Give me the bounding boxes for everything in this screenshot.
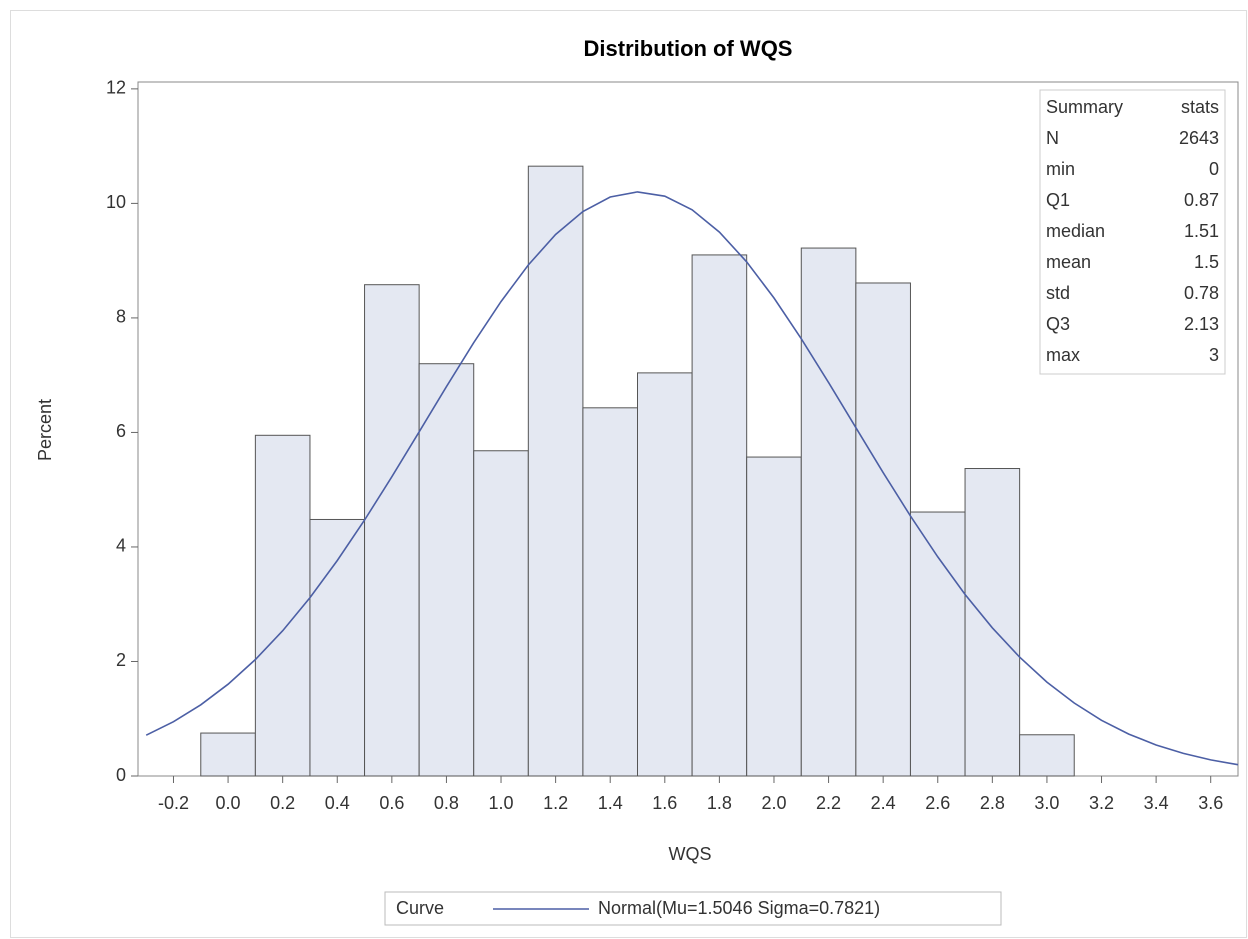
y-tick-label: 8: [116, 307, 126, 327]
x-tick-label: 0.4: [325, 793, 350, 813]
y-tick-label: 0: [116, 765, 126, 785]
x-tick-label: 2.0: [761, 793, 786, 813]
inset-value: 2.13: [1184, 314, 1219, 334]
x-tick-label: 0.8: [434, 793, 459, 813]
bar: [418, 363, 475, 777]
inset-value: 2643: [1179, 128, 1219, 148]
inset-value: 0.78: [1184, 283, 1219, 303]
bar: [364, 284, 420, 777]
bar: [855, 282, 911, 777]
x-tick-label: 0.0: [216, 793, 241, 813]
inset-value: 3: [1209, 345, 1219, 365]
legend-title: Curve: [396, 898, 444, 918]
inset-label: N: [1046, 128, 1059, 148]
inset-label: mean: [1046, 252, 1091, 272]
inset-label: Q3: [1046, 314, 1070, 334]
inset-label: max: [1046, 345, 1080, 365]
inset-label: min: [1046, 159, 1075, 179]
inset-value: 0: [1209, 159, 1219, 179]
x-tick-label: -0.2: [158, 793, 189, 813]
legend-label: Normal(Mu=1.5046 Sigma=0.7821): [598, 898, 880, 918]
bar: [1019, 734, 1075, 777]
inset-value: 0.87: [1184, 190, 1219, 210]
bar: [909, 511, 966, 777]
bar: [254, 434, 311, 777]
inset-label: Q1: [1046, 190, 1070, 210]
bar: [964, 468, 1021, 777]
bar: [637, 372, 693, 777]
inset-value: 1.5: [1194, 252, 1219, 272]
bar: [527, 165, 584, 777]
normal-curve: [145, 191, 1239, 766]
bar: [800, 247, 857, 777]
x-tick-label: 2.2: [816, 793, 841, 813]
x-tick-label: 3.0: [1034, 793, 1059, 813]
inset-header: stats: [1181, 97, 1219, 117]
y-tick-label: 12: [106, 78, 126, 98]
x-tick-label: 1.2: [543, 793, 568, 813]
bar: [200, 732, 256, 777]
x-tick-label: 3.4: [1144, 793, 1169, 813]
bar: [309, 518, 366, 777]
inset-header: Summary: [1046, 97, 1123, 117]
x-tick-label: 2.4: [871, 793, 896, 813]
bar: [691, 254, 748, 777]
y-tick-label: 6: [116, 421, 126, 441]
x-tick-label: 2.8: [980, 793, 1005, 813]
inset-label: median: [1046, 221, 1105, 241]
x-tick-label: 3.6: [1198, 793, 1223, 813]
x-tick-label: 0.6: [379, 793, 404, 813]
inset-label: std: [1046, 283, 1070, 303]
x-tick-label: 3.2: [1089, 793, 1114, 813]
x-tick-label: 1.0: [489, 793, 514, 813]
bar: [746, 456, 802, 777]
legend-box: [384, 891, 1002, 926]
y-tick-label: 10: [106, 192, 126, 212]
y-tick-label: 2: [116, 650, 126, 670]
x-tick-label: 2.6: [925, 793, 950, 813]
x-axis-label: WQS: [669, 844, 712, 864]
x-tick-label: 0.2: [270, 793, 295, 813]
bar: [582, 407, 639, 777]
y-tick-label: 4: [116, 536, 126, 556]
x-tick-label: 1.6: [652, 793, 677, 813]
chart-title: Distribution of WQS: [584, 36, 793, 61]
y-axis-label: Percent: [35, 399, 55, 461]
x-tick-label: 1.4: [598, 793, 623, 813]
bar: [473, 450, 529, 777]
x-tick-label: 1.8: [707, 793, 732, 813]
inset-value: 1.51: [1184, 221, 1219, 241]
inset-box: [1039, 89, 1226, 375]
